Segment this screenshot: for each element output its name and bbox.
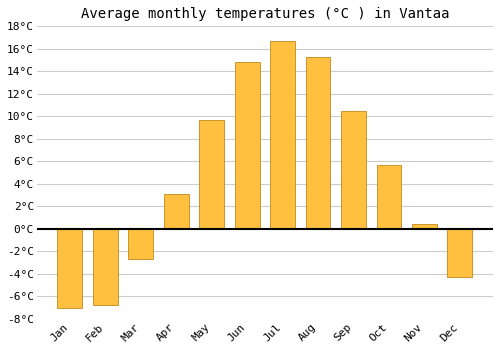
Bar	[235, 62, 260, 229]
Bar	[306, 57, 330, 229]
Bar	[93, 229, 118, 306]
Bar	[341, 111, 366, 229]
Bar	[200, 120, 224, 229]
Bar	[376, 165, 402, 229]
Bar	[164, 194, 188, 229]
Bar	[270, 41, 295, 229]
Bar	[412, 224, 437, 229]
Bar	[58, 229, 82, 308]
Bar	[448, 229, 472, 277]
Bar	[128, 229, 153, 259]
Title: Average monthly temperatures (°C ) in Vantaa: Average monthly temperatures (°C ) in Va…	[80, 7, 449, 21]
